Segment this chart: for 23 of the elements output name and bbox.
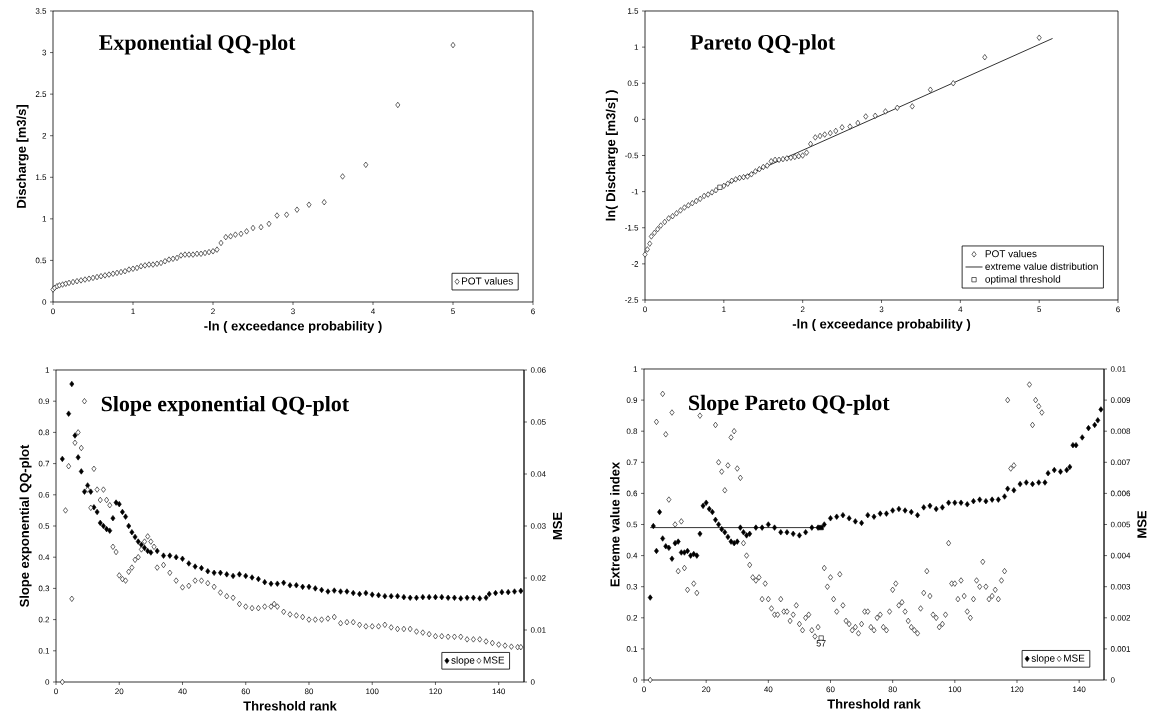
- y-axis-title: Discharge [m3/s]: [16, 105, 29, 208]
- x-axis-title: Threshold rank: [827, 699, 921, 709]
- legend-label: MSE: [483, 656, 505, 664]
- x-axis-title: -ln ( exceedance probability ): [792, 318, 971, 332]
- annotation: 57: [816, 640, 826, 647]
- y-axis-title: Extreme value index: [610, 461, 620, 587]
- legend-label: POT values: [985, 249, 1037, 258]
- y2-axis-title: MSE: [552, 512, 563, 540]
- legend-label: POT values: [461, 277, 513, 285]
- text: Slope Pareto QQ-plot: [689, 394, 890, 415]
- y2-axis-title: MSE: [1137, 510, 1147, 538]
- y-axis-title: Slope exponential QQ-plot: [19, 444, 32, 607]
- x-axis-title: Threshold rank: [243, 701, 337, 711]
- legend-label: extreme value distribution: [985, 262, 1098, 270]
- legend-label: slope: [1031, 654, 1055, 664]
- legend-label: MSE: [1064, 654, 1085, 662]
- text: Exponential QQ-plot: [99, 34, 296, 55]
- legend-label: optimal threshold: [985, 275, 1061, 285]
- text: Slope exponential QQ-plot: [101, 395, 349, 416]
- legend-label: slope: [451, 656, 475, 666]
- text: Pareto QQ-plot: [690, 34, 836, 55]
- x-axis-title: -ln ( exceedance probability ): [204, 320, 382, 334]
- y-axis-title: ln( Discharge [m3/s] ): [605, 90, 618, 221]
